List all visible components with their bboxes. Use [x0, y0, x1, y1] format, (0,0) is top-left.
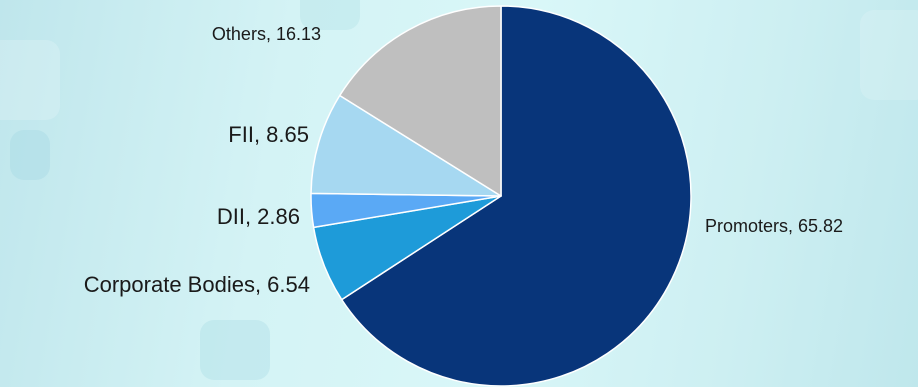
label-dii: DII, 2.86: [217, 204, 300, 229]
label-promoters: Promoters, 65.82: [705, 216, 843, 236]
background-decoration: [200, 320, 270, 380]
background-decoration: [860, 10, 918, 100]
background-decoration: [300, 0, 360, 30]
pie-slice-others: [339, 5, 502, 197]
label-corporate-bodies: Corporate Bodies, 6.54: [84, 272, 310, 297]
pie-slices: [310, 5, 692, 387]
pie-labels: Promoters, 65.82 Corporate Bodies, 6.54 …: [84, 24, 843, 297]
label-others: Others, 16.13: [212, 24, 321, 44]
background-decoration: [10, 130, 50, 180]
pie-slice-fii: [310, 94, 502, 197]
pie-slice-promoters: [340, 5, 692, 387]
label-fii: FII, 8.65: [228, 122, 309, 147]
background-decoration: [0, 40, 60, 120]
